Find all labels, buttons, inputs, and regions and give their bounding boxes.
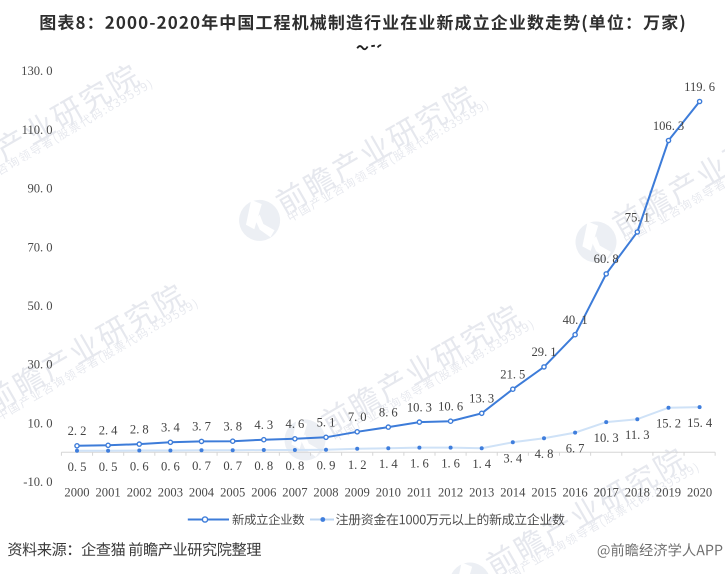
svg-text:75.1: 75. 1	[625, 210, 650, 224]
svg-text:0.5: 0. 5	[99, 460, 118, 474]
svg-text:2012: 2012	[438, 486, 463, 500]
svg-text:2011: 2011	[407, 486, 432, 500]
svg-text:0.8: 0. 8	[286, 459, 305, 473]
svg-text:21.5: 21. 5	[500, 368, 525, 382]
svg-text:2014: 2014	[500, 486, 526, 500]
svg-text:2006: 2006	[251, 486, 276, 500]
svg-text:119.6: 119. 6	[684, 80, 715, 94]
svg-text:15.2: 15. 2	[656, 417, 681, 431]
svg-text:2002: 2002	[127, 486, 152, 500]
svg-text:60.8: 60. 8	[594, 252, 619, 266]
svg-text:2020: 2020	[687, 486, 712, 500]
svg-text:2000: 2000	[64, 486, 89, 500]
svg-text:2010: 2010	[376, 486, 401, 500]
svg-text:90.0: 90. 0	[27, 182, 52, 196]
svg-text:10.6: 10. 6	[438, 400, 463, 414]
svg-text:2017: 2017	[594, 486, 619, 500]
svg-text:0.8: 0. 8	[254, 459, 273, 473]
svg-text:7.0: 7. 0	[348, 410, 367, 424]
svg-text:-10.0: -10. 0	[23, 475, 52, 489]
svg-text:4.8: 4. 8	[535, 447, 554, 461]
svg-text:2018: 2018	[625, 486, 650, 500]
svg-text:2007: 2007	[282, 486, 307, 500]
svg-text:2003: 2003	[158, 486, 183, 500]
svg-text:2009: 2009	[345, 486, 370, 500]
svg-text:2005: 2005	[220, 486, 245, 500]
svg-text:3.7: 3. 7	[192, 420, 211, 434]
svg-text:30.0: 30. 0	[27, 358, 52, 372]
svg-text:0.7: 0. 7	[192, 459, 211, 473]
svg-text:13.3: 13. 3	[469, 392, 494, 406]
svg-text:1.6: 1. 6	[410, 457, 429, 471]
svg-text:130.0: 130. 0	[21, 64, 52, 78]
svg-text:110.0: 110. 0	[22, 123, 53, 137]
svg-text:0.5: 0. 5	[68, 460, 87, 474]
svg-text:0.9: 0. 9	[317, 459, 336, 473]
svg-text:1.2: 1. 2	[348, 458, 367, 472]
svg-text:70.0: 70. 0	[27, 240, 52, 254]
svg-text:2013: 2013	[469, 486, 494, 500]
svg-text:15.4: 15. 4	[687, 416, 713, 430]
svg-text:10.3: 10. 3	[407, 400, 432, 414]
svg-text:4.3: 4. 3	[254, 418, 273, 432]
svg-text:2019: 2019	[656, 486, 681, 500]
svg-text:1.6: 1. 6	[441, 457, 460, 471]
svg-text:2004: 2004	[189, 486, 215, 500]
svg-text:10.0: 10. 0	[27, 416, 52, 430]
svg-text:0.6: 0. 6	[130, 460, 149, 474]
svg-text:50.0: 50. 0	[27, 299, 52, 313]
svg-text:0.6: 0. 6	[161, 460, 180, 474]
svg-text:6.7: 6. 7	[566, 442, 585, 456]
svg-text:2015: 2015	[531, 486, 556, 500]
svg-text:2.8: 2. 8	[130, 422, 149, 436]
svg-text:3.8: 3. 8	[223, 420, 242, 434]
svg-text:10.3: 10. 3	[594, 431, 619, 445]
svg-text:11.3: 11. 3	[625, 428, 650, 442]
svg-text:40.1: 40. 1	[563, 313, 588, 327]
svg-text:2001: 2001	[96, 486, 121, 500]
svg-text:2016: 2016	[563, 486, 588, 500]
svg-text:29.1: 29. 1	[531, 345, 556, 359]
svg-text:2.2: 2. 2	[68, 424, 87, 438]
svg-text:2008: 2008	[313, 486, 338, 500]
svg-text:106.3: 106. 3	[653, 119, 684, 133]
svg-text:0.7: 0. 7	[223, 459, 242, 473]
svg-text:5.1: 5. 1	[317, 416, 336, 430]
svg-text:4.6: 4. 6	[286, 417, 305, 431]
svg-text:8.6: 8. 6	[379, 405, 398, 419]
